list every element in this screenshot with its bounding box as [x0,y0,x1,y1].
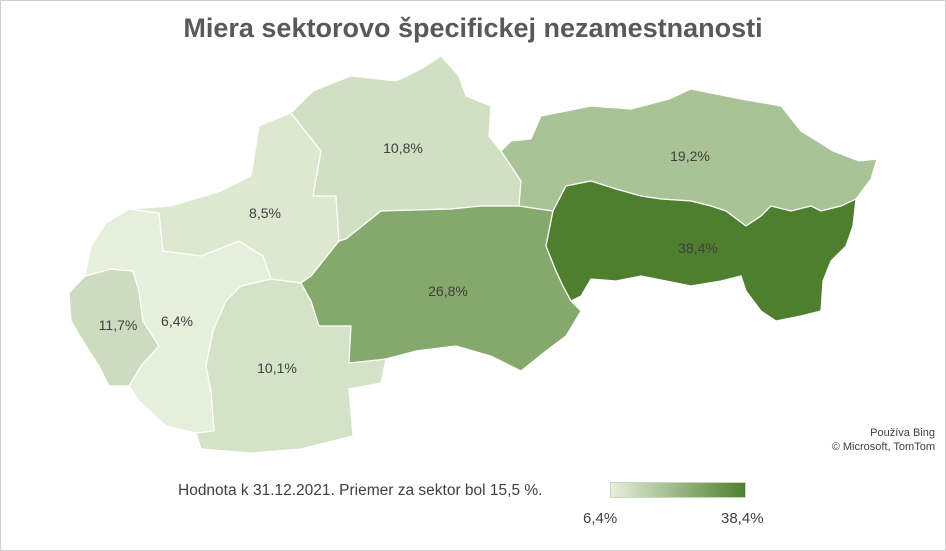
region-kosice[interactable] [545,180,857,322]
region-value-label: 19,2% [670,148,710,164]
region-value-label: 6,4% [161,313,193,329]
region-banska-bystrica[interactable] [300,205,582,372]
legend-gradient-bar [610,482,746,498]
legend-min-label: 6,4% [583,510,618,527]
region-value-label: 10,1% [257,360,297,376]
region-value-label: 8,5% [249,205,281,221]
region-value-label: 26,8% [428,283,468,299]
page-title: Miera sektorovo špecifickej nezamestnano… [183,13,763,43]
footnote: Hodnota k 31.12.2021. Priemer za sektor … [178,482,543,499]
region-value-label: 10,8% [383,140,423,156]
attribution-line: Používa Bing [870,427,935,439]
region-value-label: 38,4% [678,240,718,256]
map-attribution: Používa Bing © Microsoft, TomTom [832,426,935,454]
legend-max-label: 38,4% [721,510,764,527]
region-value-label: 11,7% [99,317,138,333]
attribution-line: © Microsoft, TomTom [831,441,935,453]
